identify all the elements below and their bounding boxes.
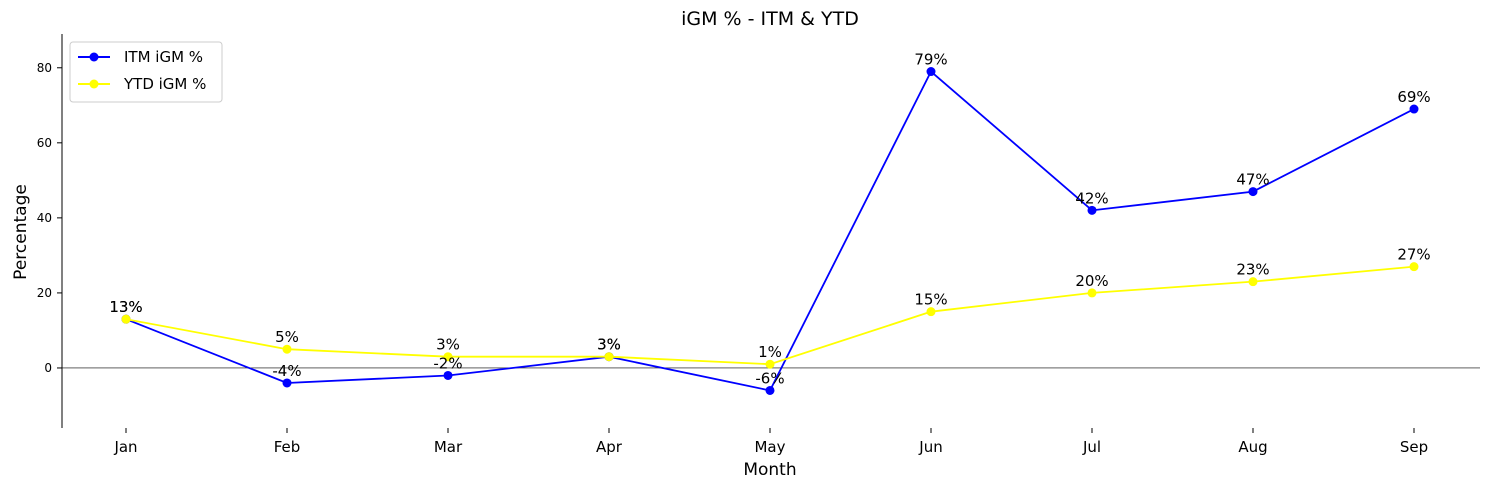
x-tick-label: Jan <box>113 438 137 456</box>
data-label: 79% <box>914 51 947 69</box>
data-point <box>1248 187 1258 197</box>
y-tick-label: 40 <box>37 211 52 225</box>
x-tick-label: Jun <box>918 438 942 456</box>
data-label: 5% <box>275 328 299 346</box>
data-point <box>1087 205 1097 215</box>
data-labels: 13%-4% -2%3%-6%79%42%47%69%13%5% 3% 3% 1%15%… <box>109 51 1430 388</box>
legend-swatch-ytd-marker <box>89 79 99 89</box>
data-label: -6% <box>755 369 784 387</box>
data-label: 3% <box>597 336 621 354</box>
legend-label-itm: ITM iGM % <box>124 48 203 66</box>
data-label: 42% <box>1075 189 1108 207</box>
chart-title: iGM % - ITM & YTD <box>681 8 859 30</box>
x-tick-label: Mar <box>434 438 463 456</box>
data-label: -2% <box>433 354 462 372</box>
data-point <box>926 67 936 77</box>
x-axis-label: Month <box>743 460 796 480</box>
data-point <box>604 352 614 362</box>
x-tick-label: May <box>754 438 785 456</box>
data-label: 3% <box>436 336 460 354</box>
data-label: 1% <box>758 343 782 361</box>
data-point <box>1409 104 1419 114</box>
y-tick-label: 20 <box>37 286 52 300</box>
data-label: 13% <box>109 298 142 316</box>
x-ticks: Jan Feb Mar Apr May Jun Jul Aug Sep <box>113 428 1428 456</box>
y-axis-label: Percentage <box>11 184 31 280</box>
legend-label-ytd: YTD iGM % <box>123 75 206 93</box>
data-label: 15% <box>914 291 947 309</box>
data-label: 69% <box>1397 88 1430 106</box>
data-point <box>1087 288 1097 298</box>
data-label: 47% <box>1236 171 1269 189</box>
data-point <box>443 370 453 380</box>
legend-swatch-itm-marker <box>89 52 99 62</box>
data-label: -4% <box>272 362 301 380</box>
data-label: 27% <box>1397 246 1430 264</box>
x-tick-label: Feb <box>274 438 301 456</box>
data-point <box>121 314 131 324</box>
data-point <box>926 307 936 317</box>
y-tick-label: 60 <box>37 136 52 150</box>
x-tick-label: Apr <box>596 438 623 456</box>
x-tick-label: Sep <box>1400 438 1428 456</box>
y-tick-label: 80 <box>37 61 52 75</box>
data-label: 3% <box>597 336 621 354</box>
y-tick-label: 0 <box>44 361 52 375</box>
x-tick-label: Aug <box>1238 438 1267 456</box>
legend: ITM iGM % YTD iGM % <box>69 41 223 103</box>
data-point <box>443 352 453 362</box>
y-ticks: 0 20 40 60 80 <box>37 61 62 375</box>
data-point <box>765 359 775 369</box>
data-label: 23% <box>1236 261 1269 279</box>
data-point <box>1409 262 1419 272</box>
x-tick-label: Jul <box>1082 438 1101 456</box>
data-label: 13% <box>109 298 142 316</box>
series-lines <box>121 67 1419 395</box>
data-point <box>282 344 292 354</box>
data-point <box>765 385 775 395</box>
data-label: 20% <box>1075 272 1108 290</box>
data-point <box>1248 277 1258 287</box>
data-point <box>282 378 292 388</box>
